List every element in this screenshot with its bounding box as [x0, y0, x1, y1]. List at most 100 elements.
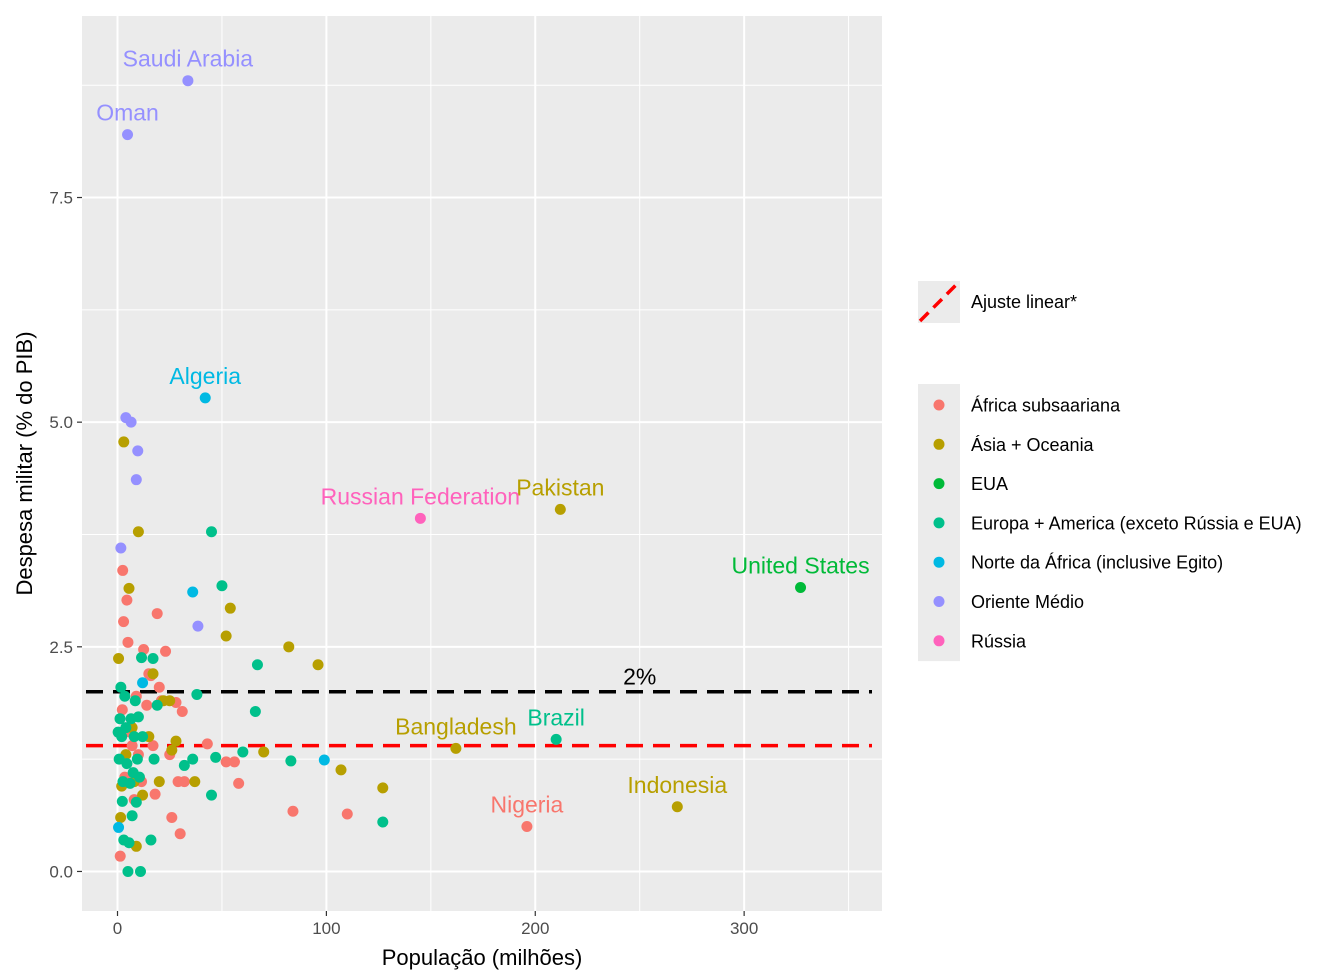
point-label: Algeria	[169, 363, 241, 389]
data-point	[550, 733, 562, 745]
data-point	[287, 805, 299, 817]
x-tick-label: 300	[730, 919, 758, 938]
y-tick-label: 5.0	[49, 413, 73, 432]
data-point	[206, 789, 218, 801]
data-point	[133, 771, 145, 783]
point-label: United States	[731, 553, 869, 579]
data-point	[206, 526, 218, 538]
data-point	[119, 690, 131, 702]
y-tick-label: 7.5	[49, 189, 73, 208]
data-point	[312, 659, 324, 671]
x-axis-title: População (milhões)	[382, 945, 583, 970]
data-point	[182, 75, 194, 87]
data-point	[220, 756, 232, 768]
legend-fit-dash-icon	[918, 281, 960, 323]
data-point	[149, 788, 161, 800]
data-point	[129, 695, 141, 707]
data-point	[153, 681, 165, 693]
data-point	[115, 681, 127, 693]
point-label: Indonesia	[627, 772, 727, 798]
data-point	[258, 746, 270, 758]
data-point	[122, 636, 134, 648]
data-point	[134, 865, 146, 877]
data-point	[554, 503, 566, 515]
data-point	[151, 699, 163, 711]
reference-line-label: 2%	[623, 664, 656, 690]
data-point	[201, 738, 213, 750]
x-tick-label: 200	[521, 919, 549, 938]
data-point	[116, 704, 128, 716]
legend-group-dot-icon	[933, 635, 945, 647]
data-point	[131, 753, 143, 765]
legend-group-dot-icon	[933, 399, 945, 411]
data-point	[137, 731, 149, 743]
data-point	[335, 764, 347, 776]
y-axis: 0.0 2.5 5.0 7.5	[49, 189, 82, 881]
data-point	[118, 616, 130, 628]
data-point	[121, 758, 133, 770]
data-point	[114, 850, 126, 862]
data-point	[121, 594, 133, 606]
data-point	[176, 706, 188, 718]
y-axis-title: Despesa militar (% do PIB)	[12, 331, 37, 595]
data-point	[130, 474, 142, 486]
data-point	[414, 512, 426, 524]
point-label: Russian Federation	[321, 483, 520, 509]
data-point	[187, 753, 199, 765]
data-point	[122, 129, 134, 141]
data-point	[145, 834, 157, 846]
data-point	[178, 759, 190, 771]
legend-group-dot-icon	[933, 556, 945, 568]
data-point	[137, 789, 149, 801]
data-point	[147, 740, 159, 752]
data-point	[249, 706, 261, 718]
legend-group-dot-icon	[933, 517, 945, 529]
data-point	[123, 582, 135, 594]
data-point	[151, 608, 163, 620]
data-point	[671, 801, 683, 813]
data-point	[210, 751, 222, 763]
x-tick-label: 100	[312, 919, 340, 938]
data-point	[164, 695, 176, 707]
data-point	[795, 582, 807, 594]
data-point	[141, 699, 153, 711]
legend-group-dot-icon	[933, 596, 945, 607]
data-point	[115, 542, 127, 554]
data-point	[341, 808, 353, 820]
point-label: Brazil	[527, 704, 585, 730]
data-point	[125, 416, 137, 428]
data-point	[228, 756, 240, 768]
point-label: Saudi Arabia	[123, 46, 254, 72]
data-point	[130, 796, 142, 808]
data-point	[216, 580, 228, 592]
point-label: Nigeria	[490, 792, 563, 818]
data-point	[124, 777, 136, 789]
data-point	[120, 722, 132, 734]
legend-groups: África subsaariana Ásia + Oceania EUA Europ…	[918, 384, 1302, 662]
data-point	[115, 812, 127, 824]
data-point	[377, 816, 389, 828]
point-label: Bangladesh	[395, 713, 517, 739]
data-point	[148, 753, 160, 765]
data-point	[122, 865, 134, 877]
legend-fit-label: Ajuste linear*	[971, 292, 1077, 312]
data-point	[126, 740, 138, 752]
data-point	[220, 630, 232, 642]
data-point	[136, 652, 148, 664]
data-point	[147, 668, 159, 680]
data-point	[113, 652, 125, 664]
data-point	[521, 821, 533, 833]
data-point	[174, 828, 186, 840]
legend-group-dot-icon	[933, 438, 945, 450]
data-point	[132, 711, 144, 723]
data-point	[132, 445, 144, 457]
y-tick-label: 2.5	[49, 638, 73, 657]
data-point	[178, 776, 190, 788]
data-point	[126, 810, 138, 822]
data-point	[377, 782, 389, 794]
legend-group-label: África subsaariana	[971, 396, 1121, 416]
data-point	[283, 641, 295, 653]
data-point	[117, 564, 129, 576]
data-point	[166, 812, 178, 824]
